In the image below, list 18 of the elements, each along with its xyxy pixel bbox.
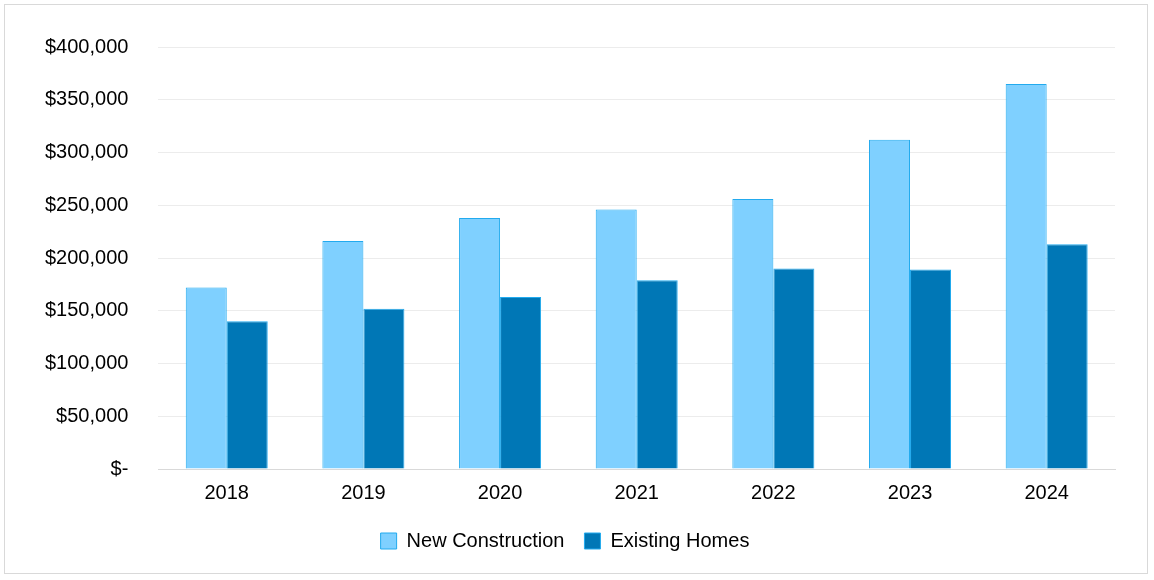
x-tick-label: 2021 — [614, 480, 659, 503]
y-tick-label: $50,000 — [56, 403, 129, 426]
y-tick-label: $100,000 — [45, 351, 129, 374]
x-tick-label: 2023 — [887, 480, 933, 503]
y-tick-label: $350,000 — [45, 87, 129, 110]
legend-label: Existing Homes — [610, 528, 750, 551]
x-tick-label: 2018 — [204, 480, 249, 503]
y-tick-label: $150,000 — [45, 298, 129, 321]
x-tick-label: 2019 — [341, 480, 386, 503]
legend-label: New Construction — [406, 528, 565, 551]
y-tick-label: $300,000 — [45, 140, 129, 163]
x-tick-label: 2020 — [477, 480, 523, 503]
y-tick-label: $400,000 — [45, 34, 129, 57]
y-tick-label: $- — [110, 456, 129, 479]
x-tick-label: 2022 — [751, 480, 796, 503]
x-tick-label: 2024 — [1024, 480, 1069, 503]
y-tick-label: $200,000 — [45, 245, 129, 268]
y-tick-label: $250,000 — [45, 192, 129, 215]
